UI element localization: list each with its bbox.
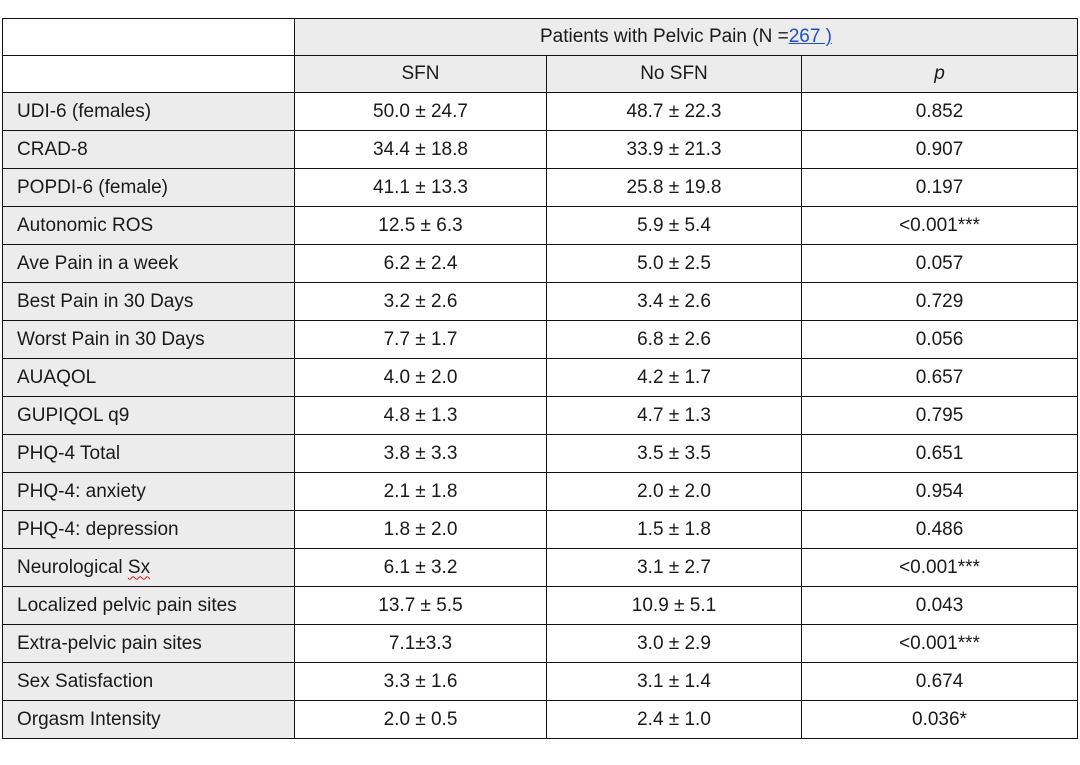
row-label: UDI-6 (females) bbox=[2, 92, 295, 131]
group-header: Patients with Pelvic Pain (N =267 ) bbox=[294, 18, 1078, 56]
sfn-value: 7.1±3.3 bbox=[294, 624, 547, 663]
row-label: AUAQOL bbox=[2, 358, 295, 397]
p-value: 0.907 bbox=[801, 130, 1078, 169]
table-row: PHQ-4 Total 3.8 ± 3.3 3.5 ± 3.5 0.651 bbox=[2, 434, 1078, 473]
sfn-value: 1.8 ± 2.0 bbox=[294, 510, 547, 549]
row-label: POPDI-6 (female) bbox=[2, 168, 295, 207]
column-header-p: p bbox=[801, 55, 1078, 93]
column-header-sfn: SFN bbox=[294, 55, 547, 93]
table-row: Ave Pain in a week 6.2 ± 2.4 5.0 ± 2.5 0.05… bbox=[2, 244, 1078, 283]
no-sfn-value: 2.4 ± 1.0 bbox=[546, 700, 802, 739]
table-row: POPDI-6 (female) 41.1 ± 13.3 25.8 ± 19.8 0.… bbox=[2, 168, 1078, 207]
spellcheck-flagged-text: Sx bbox=[127, 556, 151, 578]
p-value: 0.852 bbox=[801, 92, 1078, 131]
p-value: 0.057 bbox=[801, 244, 1078, 283]
row-label: CRAD-8 bbox=[2, 130, 295, 169]
no-sfn-value: 48.7 ± 22.3 bbox=[546, 92, 802, 131]
p-value: 0.657 bbox=[801, 358, 1078, 397]
p-value: 0.036* bbox=[801, 700, 1078, 739]
no-sfn-value: 3.0 ± 2.9 bbox=[546, 624, 802, 663]
no-sfn-value: 5.0 ± 2.5 bbox=[546, 244, 802, 283]
no-sfn-value: 1.5 ± 1.8 bbox=[546, 510, 802, 549]
table-row: Worst Pain in 30 Days 7.7 ± 1.7 6.8 ± 2.6 0… bbox=[2, 320, 1078, 359]
row-label: Extra-pelvic pain sites bbox=[2, 624, 295, 663]
no-sfn-value: 3.4 ± 2.6 bbox=[546, 282, 802, 321]
sfn-value: 4.8 ± 1.3 bbox=[294, 396, 547, 435]
row-label: Sex Satisfaction bbox=[2, 662, 295, 701]
row-label: PHQ-4 Total bbox=[2, 434, 295, 473]
sfn-value: 6.2 ± 2.4 bbox=[294, 244, 547, 283]
p-value: 0.651 bbox=[801, 434, 1078, 473]
row-label: Localized pelvic pain sites bbox=[2, 586, 295, 625]
table-row: PHQ-4: depression 1.8 ± 2.0 1.5 ± 1.8 0.486 bbox=[2, 510, 1078, 549]
no-sfn-value: 3.1 ± 2.7 bbox=[546, 548, 802, 587]
corner-cell bbox=[2, 55, 295, 93]
row-label: Best Pain in 30 Days bbox=[2, 282, 295, 321]
p-value: 0.954 bbox=[801, 472, 1078, 511]
row-label: PHQ-4: anxiety bbox=[2, 472, 295, 511]
p-value: 0.056 bbox=[801, 320, 1078, 359]
sfn-value: 6.1 ± 3.2 bbox=[294, 548, 547, 587]
column-header-row: SFN No SFN p bbox=[2, 55, 1078, 93]
sfn-value: 13.7 ± 5.5 bbox=[294, 586, 547, 625]
sfn-value: 3.3 ± 1.6 bbox=[294, 662, 547, 701]
no-sfn-value: 4.2 ± 1.7 bbox=[546, 358, 802, 397]
no-sfn-value: 33.9 ± 21.3 bbox=[546, 130, 802, 169]
no-sfn-value: 3.5 ± 3.5 bbox=[546, 434, 802, 473]
table-row: Neurological Sx 6.1 ± 3.2 3.1 ± 2.7 <0.001*… bbox=[2, 548, 1078, 587]
sfn-value: 2.0 ± 0.5 bbox=[294, 700, 547, 739]
table-row: Best Pain in 30 Days 3.2 ± 2.6 3.4 ± 2.6 0.… bbox=[2, 282, 1078, 321]
sfn-value: 41.1 ± 13.3 bbox=[294, 168, 547, 207]
column-header-no-sfn: No SFN bbox=[546, 55, 802, 93]
group-n-link[interactable]: 267 ) bbox=[788, 26, 832, 47]
group-header-label: Patients with Pelvic Pain (N = bbox=[539, 26, 789, 47]
sfn-value: 4.0 ± 2.0 bbox=[294, 358, 547, 397]
table-row: UDI-6 (females) 50.0 ± 24.7 48.7 ± 22.3 0.8… bbox=[2, 92, 1078, 131]
no-sfn-value: 10.9 ± 5.1 bbox=[546, 586, 802, 625]
no-sfn-value: 6.8 ± 2.6 bbox=[546, 320, 802, 359]
p-value: 0.197 bbox=[801, 168, 1078, 207]
p-value: <0.001*** bbox=[801, 624, 1078, 663]
no-sfn-value: 2.0 ± 2.0 bbox=[546, 472, 802, 511]
row-label: Worst Pain in 30 Days bbox=[2, 320, 295, 359]
no-sfn-value: 25.8 ± 19.8 bbox=[546, 168, 802, 207]
no-sfn-value: 5.9 ± 5.4 bbox=[546, 206, 802, 245]
row-label: Neurological Sx bbox=[2, 548, 295, 587]
no-sfn-value: 3.1 ± 1.4 bbox=[546, 662, 802, 701]
row-label: Orgasm Intensity bbox=[2, 700, 295, 739]
row-label: GUPIQOL q9 bbox=[2, 396, 295, 435]
sfn-value: 34.4 ± 18.8 bbox=[294, 130, 547, 169]
sfn-value: 50.0 ± 24.7 bbox=[294, 92, 547, 131]
p-value: <0.001*** bbox=[801, 206, 1078, 245]
p-value: 0.486 bbox=[801, 510, 1078, 549]
table-row: Sex Satisfaction 3.3 ± 1.6 3.1 ± 1.4 0.674 bbox=[2, 662, 1078, 701]
table-row: PHQ-4: anxiety 2.1 ± 1.8 2.0 ± 2.0 0.954 bbox=[2, 472, 1078, 511]
p-value: 0.795 bbox=[801, 396, 1078, 435]
table-row: Orgasm Intensity 2.0 ± 0.5 2.4 ± 1.0 0.036* bbox=[2, 700, 1078, 739]
row-label: PHQ-4: depression bbox=[2, 510, 295, 549]
p-value: 0.043 bbox=[801, 586, 1078, 625]
sfn-value: 3.8 ± 3.3 bbox=[294, 434, 547, 473]
sfn-value: 3.2 ± 2.6 bbox=[294, 282, 547, 321]
table-row: Localized pelvic pain sites 13.7 ± 5.5 10.… bbox=[2, 586, 1078, 625]
table-row: CRAD-8 34.4 ± 18.8 33.9 ± 21.3 0.907 bbox=[2, 130, 1078, 169]
p-value: <0.001*** bbox=[801, 548, 1078, 587]
table-row: Autonomic ROS 12.5 ± 6.3 5.9 ± 5.4 <0.001**… bbox=[2, 206, 1078, 245]
row-label: Ave Pain in a week bbox=[2, 244, 295, 283]
sfn-value: 12.5 ± 6.3 bbox=[294, 206, 547, 245]
no-sfn-value: 4.7 ± 1.3 bbox=[546, 396, 802, 435]
table-row: AUAQOL 4.0 ± 2.0 4.2 ± 1.7 0.657 bbox=[2, 358, 1078, 397]
sfn-value: 7.7 ± 1.7 bbox=[294, 320, 547, 359]
corner-cell bbox=[2, 18, 295, 56]
sfn-value: 2.1 ± 1.8 bbox=[294, 472, 547, 511]
results-table: Patients with Pelvic Pain (N =267 ) SFN … bbox=[2, 18, 1078, 739]
row-label: Autonomic ROS bbox=[2, 206, 295, 245]
p-value: 0.729 bbox=[801, 282, 1078, 321]
group-header-row: Patients with Pelvic Pain (N =267 ) bbox=[2, 18, 1078, 56]
p-value: 0.674 bbox=[801, 662, 1078, 701]
row-label-text: Neurological bbox=[17, 556, 128, 578]
table-row: Extra-pelvic pain sites 7.1±3.3 3.0 ± 2.9 <… bbox=[2, 624, 1078, 663]
table-row: GUPIQOL q9 4.8 ± 1.3 4.7 ± 1.3 0.795 bbox=[2, 396, 1078, 435]
